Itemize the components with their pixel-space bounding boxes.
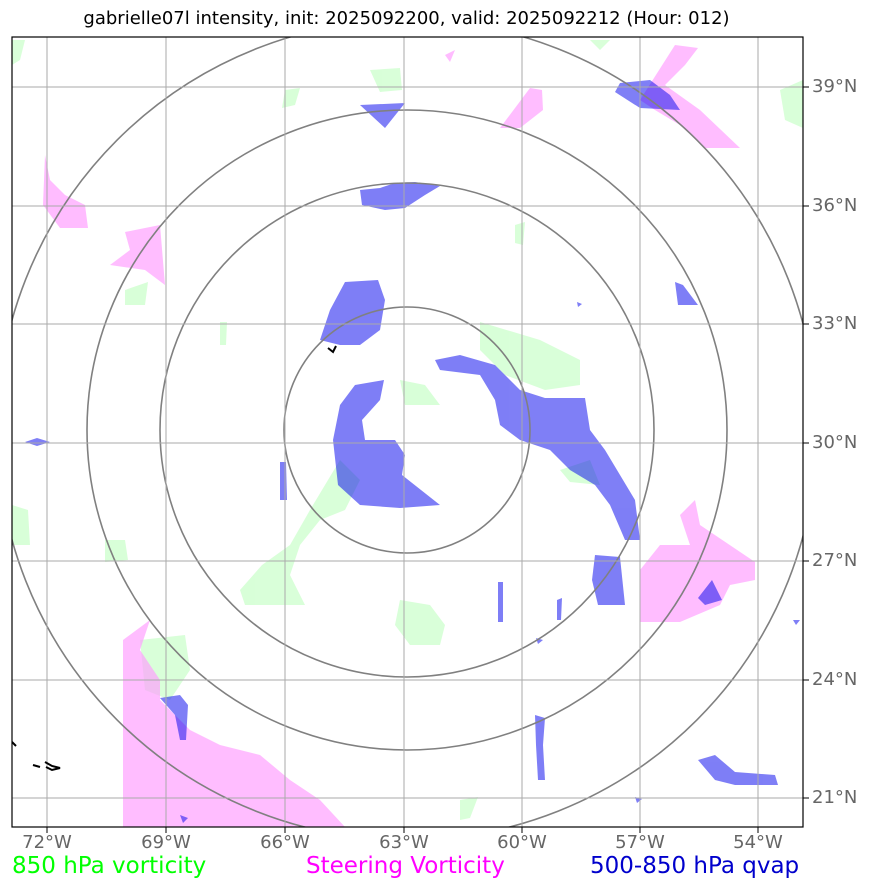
steering-blob — [43, 155, 88, 228]
vort850-blob — [515, 222, 525, 245]
range-rings — [12, 37, 803, 827]
vort850-blob — [480, 322, 580, 390]
qvap-blob — [160, 695, 188, 740]
lon-label: 66°W — [260, 832, 310, 853]
qvap-blob — [793, 620, 800, 625]
qvap-blob — [180, 815, 188, 823]
vort850-blob — [395, 600, 445, 645]
qvap-blob — [592, 555, 625, 605]
qvap-blob — [698, 755, 778, 785]
vort850-blob — [220, 322, 227, 345]
bahamas-coast — [32, 764, 41, 768]
qvap-blob — [557, 598, 562, 620]
coastlines — [12, 345, 337, 772]
graticule — [12, 37, 803, 827]
qvap-blob — [333, 380, 440, 508]
lon-label: 60°W — [497, 832, 547, 853]
map-title: gabrielle07l intensity, init: 2025092200… — [83, 8, 730, 29]
vort850-blob — [460, 797, 478, 820]
vort850-blob — [370, 68, 402, 92]
lat-label: 36°N — [812, 195, 858, 216]
qvap-blob — [280, 462, 287, 500]
steering-blob — [445, 50, 455, 62]
vort850-blob — [400, 380, 440, 405]
range-ring — [159, 182, 655, 678]
lon-label: 54°W — [733, 832, 783, 853]
steering-blob — [123, 620, 345, 827]
range-ring — [86, 109, 728, 751]
lat-label: 21°N — [812, 787, 858, 808]
qvap-blob — [535, 715, 545, 780]
lon-label: 63°W — [379, 832, 429, 853]
lat-label: 30°N — [812, 432, 858, 453]
lat-label: 27°N — [812, 550, 858, 571]
plot-frame — [11, 36, 804, 828]
legend-850-vorticity: 850 hPa vorticity — [12, 853, 207, 879]
vort850-blob — [240, 460, 360, 605]
vort850-blob — [12, 40, 25, 65]
range-ring — [283, 306, 531, 554]
vort850-blob — [780, 80, 803, 128]
bahamas-coast — [44, 761, 61, 772]
lat-label: 24°N — [812, 669, 858, 690]
bahamas-coast — [12, 741, 17, 747]
qvap-blob — [577, 302, 582, 307]
qvap-blob — [360, 182, 440, 210]
range-ring — [12, 37, 803, 827]
legend-qvap: 500-850 hPa qvap — [590, 853, 800, 879]
vort850-blob — [590, 40, 610, 50]
vort850-blob — [12, 505, 30, 545]
bermuda-coast — [327, 345, 337, 354]
lat-label: 39°N — [812, 76, 858, 97]
qvap-blob — [498, 582, 503, 622]
axis-ticks — [46, 86, 809, 833]
qvap-blob — [675, 282, 698, 305]
lat-label: 33°N — [812, 313, 858, 334]
lon-label: 69°W — [141, 832, 191, 853]
lon-label: 57°W — [615, 832, 665, 853]
vort850-blob — [282, 88, 300, 108]
steering-vorticity-layer — [43, 45, 755, 827]
steering-blob — [110, 225, 165, 285]
vort850-blob — [125, 282, 148, 305]
legend-steering-vorticity: Steering Vorticity — [306, 853, 505, 879]
qvap-blob — [25, 438, 50, 446]
vort850-blob — [105, 540, 128, 562]
steering-blob — [640, 45, 740, 148]
lon-label: 72°W — [22, 832, 72, 853]
qvap-blob — [435, 355, 640, 540]
qvap-blob — [360, 103, 405, 128]
qvap-blob — [698, 580, 722, 605]
